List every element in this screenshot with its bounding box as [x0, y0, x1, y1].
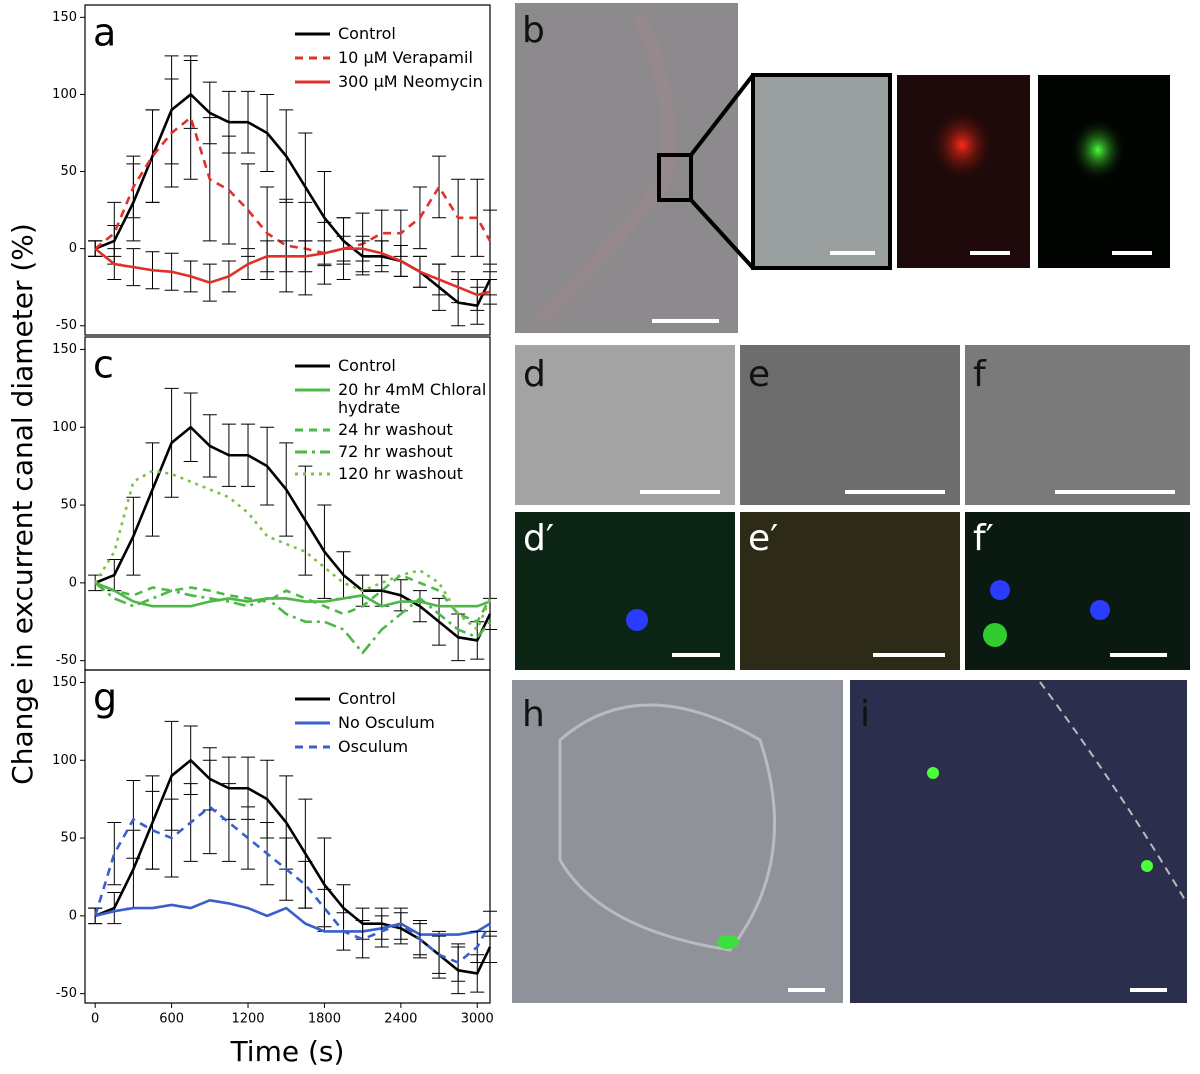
- image-panel-label: f′: [973, 518, 994, 559]
- error-bar: [298, 860, 313, 909]
- image-panel-label: i: [860, 694, 870, 735]
- error-bar: [241, 163, 256, 257]
- y-tick-label: 50: [60, 164, 77, 179]
- image-panel-label: f: [973, 354, 987, 395]
- plot-frame: [84, 669, 491, 1004]
- legend-label: Osculum: [338, 737, 409, 756]
- error-bar: [355, 920, 370, 959]
- legend-label: 10 µM Verapamil: [338, 48, 473, 67]
- panel-label: g: [93, 676, 117, 720]
- image-panel-label: e′: [748, 518, 778, 559]
- error-bar: [145, 109, 160, 203]
- y-tick-label: -50: [56, 986, 77, 1001]
- image-panel-label: d′: [523, 518, 554, 559]
- x-axis-label: Time (s): [230, 1035, 345, 1068]
- x-tick-label: 1200: [231, 1012, 264, 1027]
- plot-frame: [84, 4, 491, 336]
- legend-label: Control: [338, 24, 396, 43]
- y-tick-label: 0: [69, 241, 77, 256]
- y-axis-label: Change in excurrent canal diameter (%): [6, 223, 39, 785]
- error-bar: [107, 821, 122, 886]
- error-bar: [317, 888, 332, 928]
- y-tick-label: 100: [52, 87, 77, 102]
- image-panels: [512, 3, 1190, 1003]
- image-panel-label: d: [523, 354, 546, 395]
- panel-label: a: [93, 11, 116, 55]
- y-tick-label: 150: [52, 675, 77, 690]
- series-line: [94, 93, 492, 308]
- legend-label: 300 µM Neomycin: [338, 72, 483, 91]
- y-tick-label: -50: [56, 318, 77, 333]
- image-panel-label: e: [748, 354, 770, 395]
- legend-label: 20 hr 4mM Chloral hydrate: [338, 380, 487, 417]
- series-line: [93, 805, 492, 964]
- y-tick-label: -50: [56, 653, 77, 668]
- x-tick-label: 600: [159, 1012, 184, 1027]
- x-tick-label: 2400: [384, 1012, 417, 1027]
- legend-label: Control: [338, 356, 396, 375]
- series-line: [94, 898, 491, 936]
- error-bar: [221, 135, 236, 245]
- y-tick-label: 150: [52, 10, 77, 25]
- panel-label: c: [93, 343, 114, 387]
- y-tick-label: 100: [52, 420, 77, 435]
- y-tick-label: 0: [69, 575, 77, 590]
- image-panel-label: b: [522, 10, 545, 51]
- image-b: [515, 3, 738, 333]
- legend-label: 120 hr washout: [338, 464, 463, 483]
- error-bar: [221, 783, 236, 862]
- series-line: [94, 469, 492, 631]
- image-panel-label: h: [522, 694, 545, 735]
- series-line: [94, 573, 492, 624]
- series-line: [94, 425, 492, 642]
- legend-label: 72 hr washout: [338, 442, 453, 461]
- x-tick-label: 0: [91, 1012, 99, 1027]
- y-tick-label: 150: [52, 342, 77, 357]
- y-tick-label: 50: [60, 498, 77, 513]
- x-tick-label: 1800: [308, 1012, 341, 1027]
- y-tick-label: 50: [60, 831, 77, 846]
- legend-label: 24 hr washout: [338, 420, 453, 439]
- error-bar: [432, 155, 447, 219]
- series-line: [94, 758, 492, 975]
- x-tick-label: 3000: [461, 1012, 494, 1027]
- series-line: [94, 116, 492, 255]
- legend-label: Control: [338, 689, 396, 708]
- y-tick-label: 0: [69, 908, 77, 923]
- y-tick-label: 100: [52, 753, 77, 768]
- series-line: [94, 581, 492, 655]
- series-line: [94, 581, 491, 608]
- series-line: [94, 247, 491, 297]
- legend-label: No Osculum: [338, 713, 435, 732]
- error-bar: [183, 55, 198, 180]
